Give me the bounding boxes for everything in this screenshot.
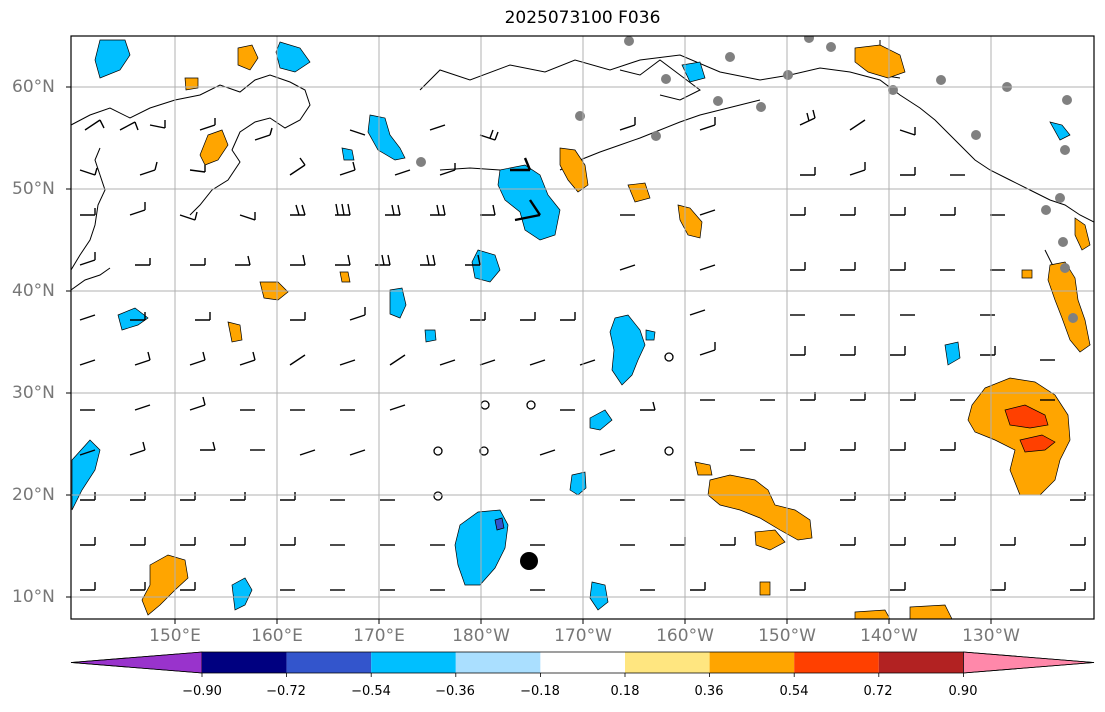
colorbar-segment — [794, 652, 879, 673]
colorbar-tick-label: −0.90 — [182, 684, 222, 699]
colorbar-segment — [202, 652, 287, 673]
tick-marks — [66, 86, 992, 624]
lon-label-150w: 150°W — [758, 626, 816, 646]
colorbar-tick-label: −0.18 — [520, 684, 560, 699]
lon-label-130w: 130°W — [962, 626, 1020, 646]
colorbar-tick-label: −0.54 — [351, 684, 391, 699]
colorbar-tick-label: −0.72 — [266, 684, 306, 699]
lat-label-10n: 10°N — [12, 587, 55, 607]
colorbar — [70, 651, 1095, 677]
lon-label-180w: 180°W — [452, 626, 510, 646]
lat-label-60n: 60°N — [12, 77, 55, 97]
colorbar-tick-label: 0.54 — [779, 684, 809, 699]
lat-label-40n: 40°N — [12, 281, 55, 301]
lon-label-160w: 160°W — [656, 626, 714, 646]
lon-label-170w: 170°W — [554, 626, 612, 646]
calm-circles — [433, 352, 674, 501]
lon-label-140w: 140°W — [860, 626, 918, 646]
colorbar-tick-label: 0.36 — [694, 684, 724, 699]
colorbar-extend-low — [70, 651, 203, 674]
colorbar-segment — [878, 652, 964, 673]
colorbar-segment — [540, 652, 625, 673]
lat-label-50n: 50°N — [12, 179, 55, 199]
lat-label-30n: 30°N — [12, 383, 55, 403]
colorbar-segment — [625, 652, 710, 673]
colorbar-segment — [286, 652, 372, 673]
colorbar-tick-label: 0.90 — [948, 684, 978, 699]
lon-label-160e: 160°E — [251, 626, 303, 646]
colorbar-segment — [709, 652, 795, 673]
colorbar-segment — [371, 652, 456, 673]
negative-contours — [71, 39, 1071, 611]
gridlines — [71, 36, 1094, 619]
colorbar-extend-high — [963, 651, 1095, 674]
colorbar-segment — [455, 652, 541, 673]
colorbar-tick-label: 0.18 — [610, 684, 640, 699]
map-title: 2025073100 F036 — [504, 8, 661, 28]
typhoon-marker — [520, 552, 538, 570]
station-dots — [416, 36, 1078, 323]
colorbar-tick-label: 0.72 — [863, 684, 893, 699]
lon-label-170e: 170°E — [353, 626, 405, 646]
lon-label-150e: 150°E — [149, 626, 201, 646]
colorbar-tick-label: −0.36 — [435, 684, 475, 699]
lat-label-20n: 20°N — [12, 485, 55, 505]
